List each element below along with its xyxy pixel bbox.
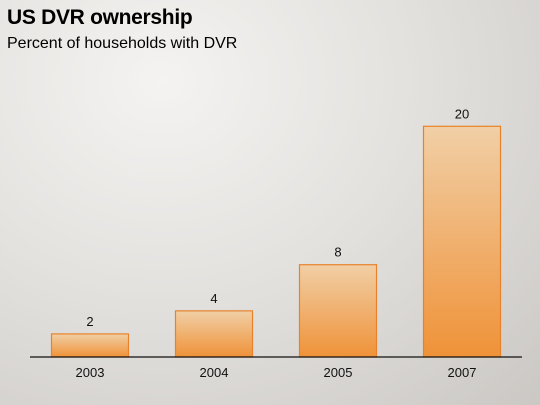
x-tick-labels-group: 2003 2004 2005 2007 — [76, 365, 477, 380]
value-labels-group: 2 4 8 20 — [86, 106, 469, 329]
chart-subtitle: Percent of households with DVR — [7, 35, 238, 52]
value-label-2003: 2 — [86, 314, 93, 329]
value-label-2007: 20 — [455, 106, 469, 121]
value-label-2005: 8 — [334, 245, 341, 260]
x-tick-label-2005: 2005 — [324, 365, 353, 380]
x-tick-label-2004: 2004 — [200, 365, 229, 380]
x-tick-label-2007: 2007 — [448, 365, 477, 380]
value-label-2004: 4 — [210, 291, 217, 306]
bar-2004 — [174, 310, 254, 358]
bars-group — [50, 125, 502, 358]
bar-2005 — [298, 264, 378, 358]
bar-2003 — [50, 333, 130, 358]
bar-2007 — [422, 125, 502, 358]
chart-title: US DVR ownership — [7, 6, 193, 29]
x-tick-label-2003: 2003 — [76, 365, 105, 380]
